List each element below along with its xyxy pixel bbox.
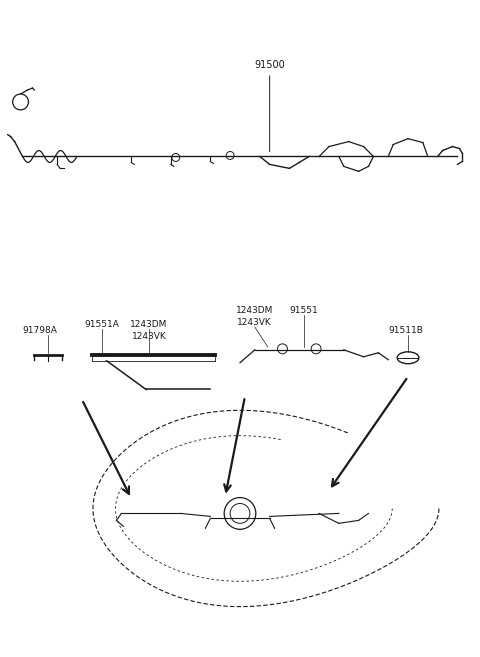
Text: 91511B: 91511B: [389, 326, 423, 335]
Text: 91500: 91500: [254, 60, 285, 152]
Text: 91551A: 91551A: [84, 320, 119, 329]
Text: 1243VK: 1243VK: [132, 332, 167, 341]
Text: 1243DM: 1243DM: [236, 306, 274, 315]
Text: 1243VK: 1243VK: [238, 318, 272, 327]
Text: 91551: 91551: [290, 306, 319, 315]
Text: 91798A: 91798A: [22, 326, 57, 335]
Text: 1243DM: 1243DM: [131, 320, 168, 329]
